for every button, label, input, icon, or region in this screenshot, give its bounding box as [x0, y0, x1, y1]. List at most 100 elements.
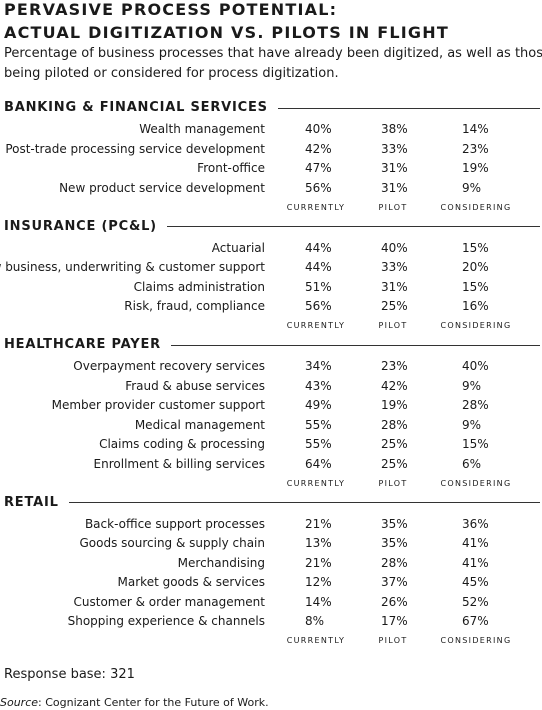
section-rule	[166, 226, 540, 227]
row-label: Wealth management	[139, 122, 265, 136]
cell-value: 6%	[462, 456, 482, 471]
cell-value: 9%	[462, 417, 482, 432]
cell-value: 14%	[305, 594, 332, 609]
column-header: CURRENTLY	[286, 478, 346, 488]
cell-value: 23%	[462, 141, 489, 156]
cell-value: 42%	[305, 141, 332, 156]
cell-value: 15%	[462, 437, 489, 451]
column-header: CONSIDERING	[440, 636, 512, 645]
cell-value: 56%	[305, 180, 332, 195]
section-header: HEALTHCARE PAYER	[4, 336, 540, 354]
cell-value: 55%	[305, 417, 332, 432]
cell-value: 64%	[305, 456, 332, 471]
cell-value: 25%	[381, 456, 408, 471]
cell-value: 47%	[305, 161, 332, 175]
subtitle: being piloted or considered for process …	[4, 66, 339, 81]
section-rule	[68, 502, 540, 503]
column-header: PILOT	[378, 321, 408, 330]
column-header: CONSIDERING	[440, 202, 512, 212]
column-header: PILOT	[378, 202, 408, 212]
row-label: New product service development	[59, 180, 265, 195]
row-label: Market goods & services	[117, 575, 265, 589]
cell-value: 12%	[305, 575, 332, 589]
cell-value: 41%	[462, 555, 489, 570]
cell-value: 45%	[462, 575, 489, 589]
cell-value: 15%	[462, 240, 489, 255]
cell-value: 44%	[305, 260, 332, 274]
cell-value: 19%	[381, 398, 408, 412]
cell-value: 20%	[462, 260, 489, 274]
cell-value: 28%	[381, 417, 408, 432]
row-label: Goods sourcing & supply chain	[79, 536, 265, 550]
column-header: CURRENTLY	[286, 321, 346, 330]
cell-value: 14%	[462, 122, 489, 136]
cell-value: 15%	[462, 279, 489, 294]
section-rule	[170, 344, 540, 346]
cell-value: 31%	[381, 180, 408, 195]
cell-value: 52%	[462, 594, 489, 609]
row-label: Enrollment & billing services	[93, 456, 265, 471]
cell-value: 56%	[305, 299, 332, 313]
section-header: INSURANCE (PC&L)	[4, 218, 540, 236]
section-title: RETAIL	[4, 494, 59, 510]
cell-value: 21%	[305, 516, 332, 531]
cell-value: 9%	[462, 180, 482, 195]
cell-value: 49%	[305, 398, 332, 412]
row-label: Fraud & abuse services	[125, 378, 265, 393]
cell-value: 33%	[381, 141, 408, 156]
source-text: : Cognizant Center for the Future of Wor…	[38, 696, 269, 709]
subtitle: Percentage of business processes that ha…	[4, 46, 542, 61]
section-header: RETAIL	[4, 494, 540, 512]
cell-value: 35%	[381, 536, 408, 550]
cell-value: 31%	[381, 279, 408, 294]
row-label: Back-office support processes	[84, 516, 265, 531]
response-base: Response base: 321	[4, 667, 135, 682]
source: Source: Cognizant Center for the Future …	[0, 694, 269, 710]
cell-value: 67%	[462, 614, 489, 628]
row-label: Medical management	[134, 417, 265, 432]
column-header: PILOT	[378, 478, 408, 488]
cell-value: 51%	[305, 279, 332, 294]
row-label: Member provider customer support	[51, 398, 265, 412]
cell-value: 40%	[462, 359, 489, 373]
cell-value: 33%	[381, 260, 408, 274]
cell-value: 26%	[381, 594, 408, 609]
section-rule	[277, 107, 540, 109]
section-header: BANKING & FINANCIAL SERVICES	[4, 99, 540, 117]
row-label: Risk, fraud, compliance	[124, 299, 265, 313]
cell-value: 31%	[381, 161, 408, 175]
column-header: PILOT	[378, 636, 408, 645]
row-label: Claims administration	[133, 279, 265, 294]
section-title: INSURANCE (PC&L)	[4, 218, 157, 234]
cell-value: 40%	[381, 240, 408, 255]
row-label: Front-office	[197, 161, 265, 175]
row-label: Actuarial	[211, 240, 265, 255]
row-label: Merchandising	[177, 555, 265, 570]
section-title: HEALTHCARE PAYER	[4, 337, 161, 352]
cell-value: 43%	[305, 378, 332, 393]
cell-value: 28%	[462, 398, 489, 412]
row-label: Claims coding & processing	[99, 437, 265, 451]
section-title: BANKING & FINANCIAL SERVICES	[4, 100, 268, 115]
cell-value: 35%	[381, 516, 408, 531]
cell-value: 8%	[305, 614, 325, 628]
cell-value: 17%	[381, 614, 408, 628]
cell-value: 9%	[462, 378, 482, 393]
cell-value: 41%	[462, 536, 489, 550]
cell-value: 16%	[462, 299, 489, 313]
cell-value: 25%	[381, 437, 408, 451]
row-label: Overpayment recovery services	[73, 359, 265, 373]
cell-value: 37%	[381, 575, 408, 589]
title: PERVASIVE PROCESS POTENTIAL:	[4, 0, 338, 19]
column-header: CURRENTLY	[286, 202, 346, 212]
cell-value: 55%	[305, 437, 332, 451]
cell-value: 28%	[381, 555, 408, 570]
title: ACTUAL DIGITIZATION VS. PILOTS IN FLIGHT	[4, 23, 449, 42]
cell-value: 44%	[305, 240, 332, 255]
row-label: Post-trade processing service developmen…	[5, 141, 265, 156]
cell-value: 40%	[305, 122, 332, 136]
cell-value: 42%	[381, 378, 408, 393]
column-header: CONSIDERING	[440, 321, 512, 330]
source-label: Source	[0, 696, 39, 709]
